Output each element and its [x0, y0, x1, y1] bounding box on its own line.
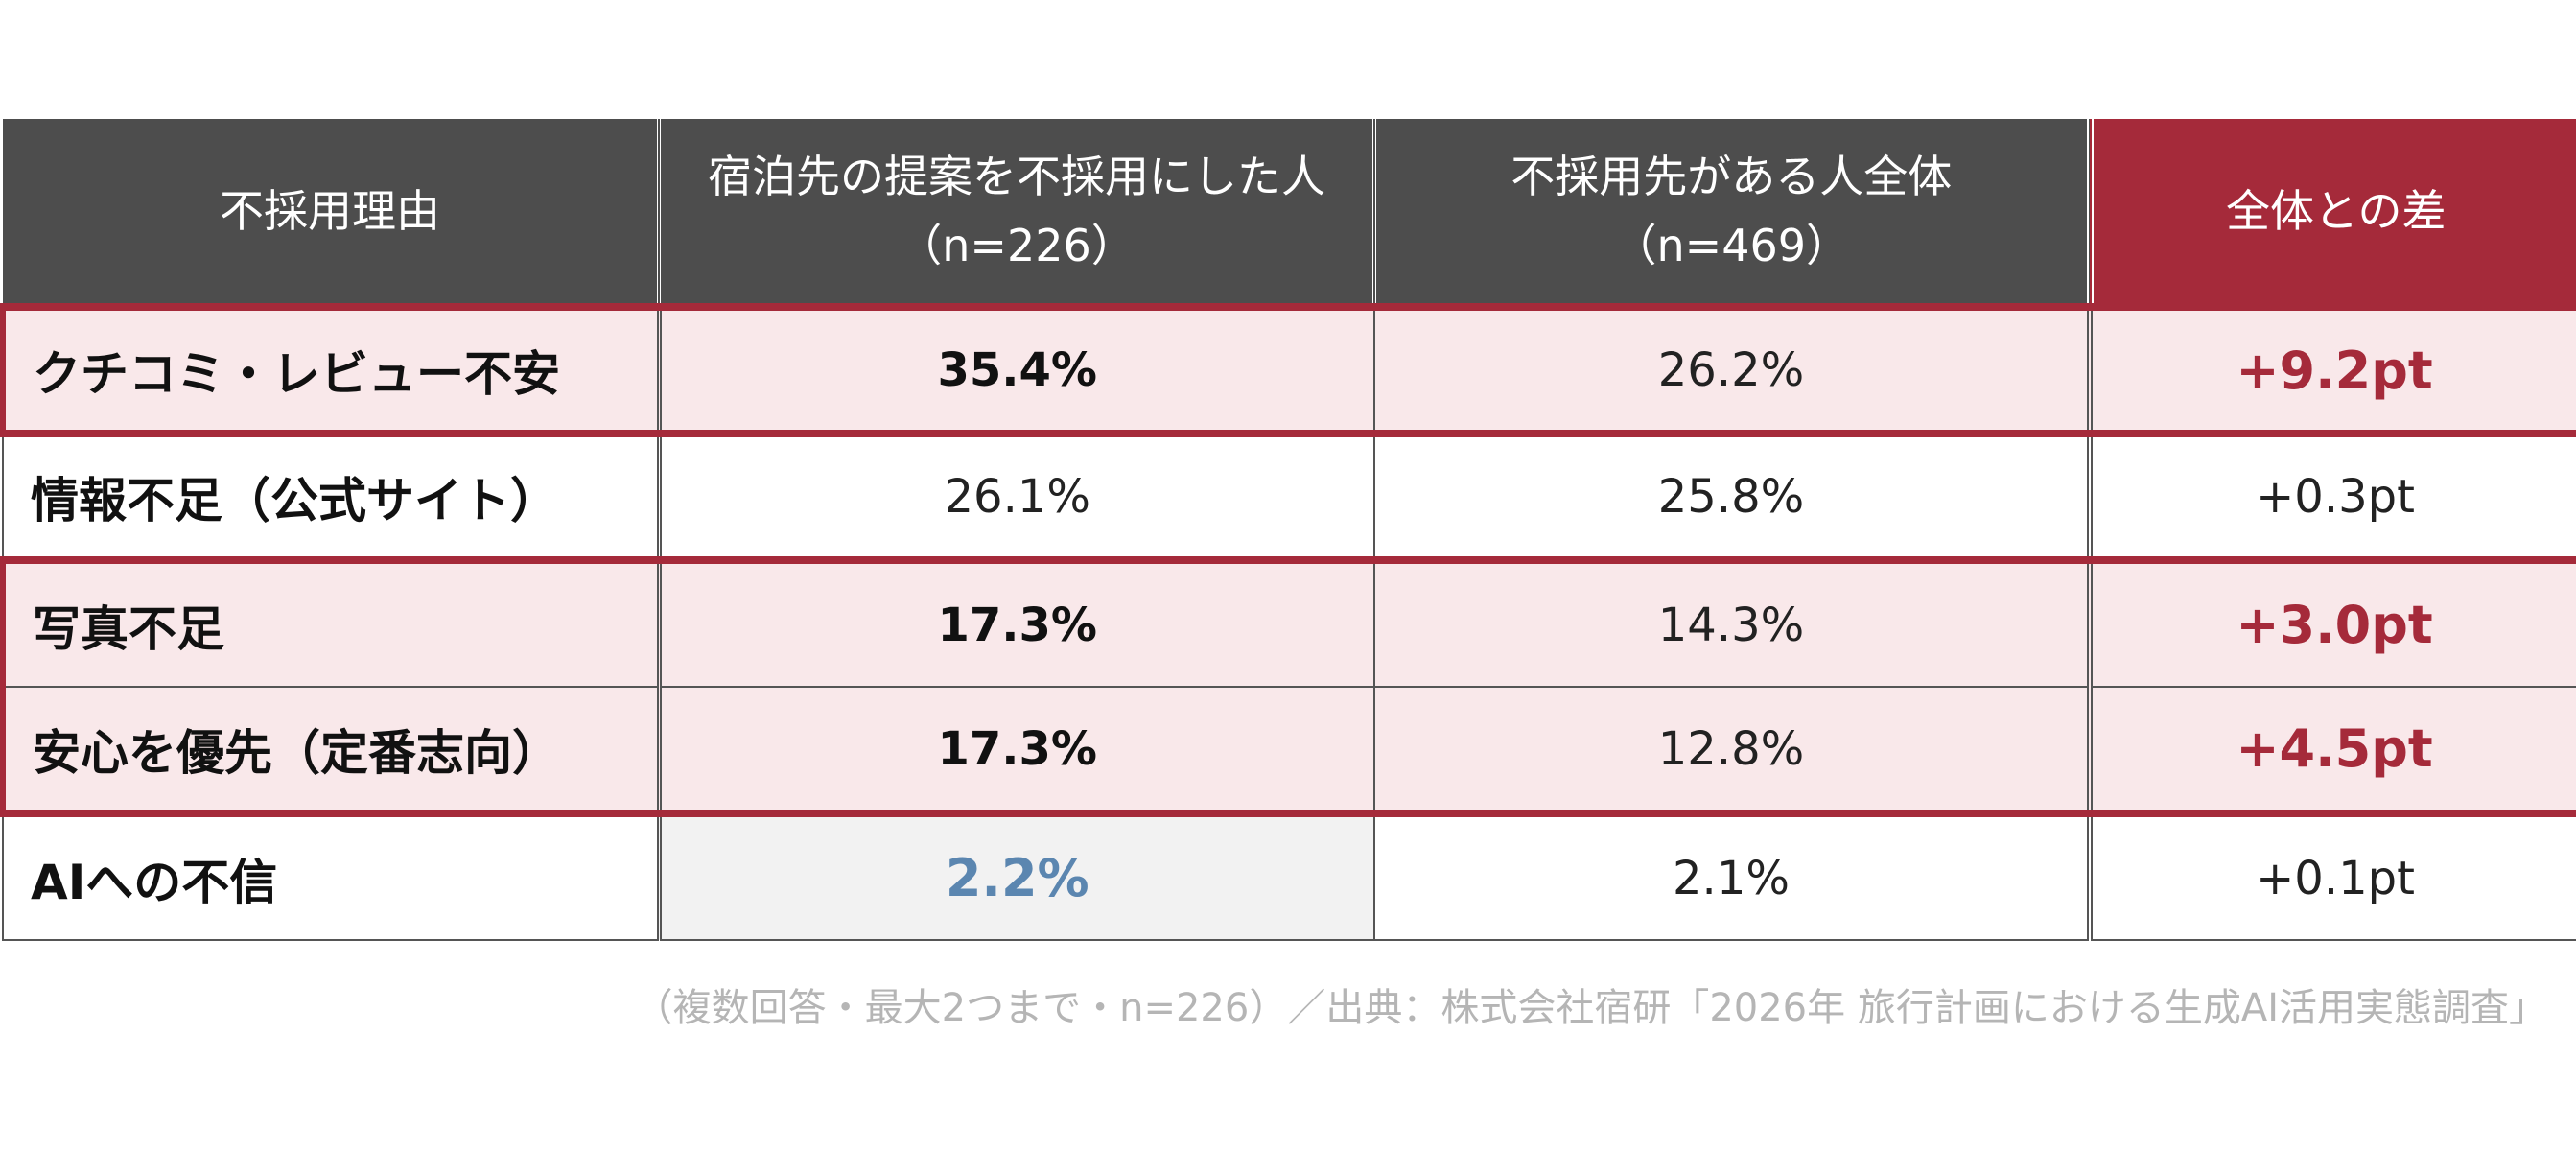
header-diff-label: 全体との差	[2225, 185, 2447, 237]
table-row: 安心を優先（定番志向） 17.3% 12.8% +4.5pt	[0, 687, 2576, 817]
table-row: AIへの不信 2.2% 2.1% +0.1pt	[2, 813, 2576, 941]
reason-cell: 安心を優先（定番志向）	[0, 687, 660, 817]
rejected-value-cell: 17.3%	[656, 687, 1375, 817]
rejected-value-cell: 2.2%	[656, 813, 1375, 941]
header-overall: 不採用先がある人全体 （n=469）	[1372, 119, 2090, 307]
overall-value-cell: 26.2%	[1373, 303, 2091, 437]
survey-table: 不採用理由 宿泊先の提案を不採用にした人 （n=226） 不採用先がある人全体 …	[0, 119, 2576, 941]
diff-value-cell: +0.3pt	[2087, 434, 2576, 561]
header-rejected-label: 宿泊先の提案を不採用にした人	[708, 151, 1325, 202]
overall-value-cell: 12.8%	[1373, 687, 2091, 817]
table-row: クチコミ・レビュー不安 35.4% 26.2% +9.2pt	[0, 303, 2576, 437]
rejected-value-cell: 26.1%	[656, 434, 1375, 561]
reason-cell: 情報不足（公式サイト）	[2, 434, 660, 561]
table-row: 情報不足（公式サイト） 26.1% 25.8% +0.3pt	[2, 434, 2576, 561]
diff-value-cell: +3.0pt	[2087, 556, 2576, 688]
header-rejected: 宿泊先の提案を不採用にした人 （n=226）	[657, 119, 1374, 307]
diff-value-cell: +0.1pt	[2087, 813, 2576, 941]
overall-value-cell: 25.8%	[1373, 434, 2091, 561]
reason-cell: 写真不足	[0, 556, 660, 688]
reason-cell: AIへの不信	[2, 813, 660, 941]
header-reason-label: 不採用理由	[220, 185, 440, 237]
source-note: （複数回答・最大2つまで・n=226）／出典：株式会社宿研「2026年 旅行計画…	[634, 986, 2547, 1030]
header-diff: 全体との差	[2086, 119, 2576, 307]
rejected-value-cell: 35.4%	[656, 303, 1375, 437]
overall-value-cell: 14.3%	[1373, 556, 2091, 688]
diff-value-cell: +9.2pt	[2087, 303, 2576, 437]
reason-cell: クチコミ・レビュー不安	[0, 303, 660, 437]
header-rejected-n: （n=226）	[898, 220, 1136, 271]
header-overall-label: 不採用先がある人全体	[1510, 151, 1953, 202]
header-overall-n: （n=469）	[1612, 220, 1851, 271]
rejected-value-cell: 17.3%	[656, 556, 1375, 688]
diff-value-cell: +4.5pt	[2087, 687, 2576, 817]
overall-value-cell: 2.1%	[1373, 813, 2091, 941]
header-row: 不採用理由 宿泊先の提案を不採用にした人 （n=226） 不採用先がある人全体 …	[3, 119, 2576, 307]
header-reason: 不採用理由	[3, 119, 659, 307]
table-row: 写真不足 17.3% 14.3% +3.0pt	[0, 556, 2576, 688]
